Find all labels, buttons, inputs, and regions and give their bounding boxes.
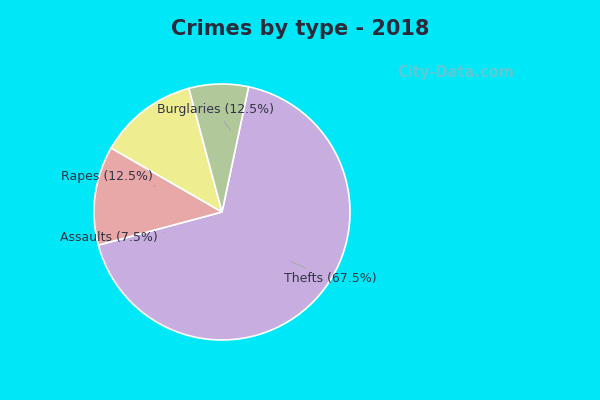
Wedge shape [189, 84, 248, 212]
Wedge shape [111, 88, 222, 212]
Text: Crimes by type - 2018: Crimes by type - 2018 [171, 19, 429, 39]
Text: Assaults (7.5%): Assaults (7.5%) [61, 231, 166, 244]
Text: Burglaries (12.5%): Burglaries (12.5%) [157, 103, 274, 130]
Text: Rapes (12.5%): Rapes (12.5%) [61, 170, 155, 186]
Wedge shape [94, 148, 222, 245]
Text: City-Data.com: City-Data.com [398, 64, 514, 80]
Wedge shape [98, 87, 350, 340]
Text: Thefts (67.5%): Thefts (67.5%) [284, 262, 377, 285]
